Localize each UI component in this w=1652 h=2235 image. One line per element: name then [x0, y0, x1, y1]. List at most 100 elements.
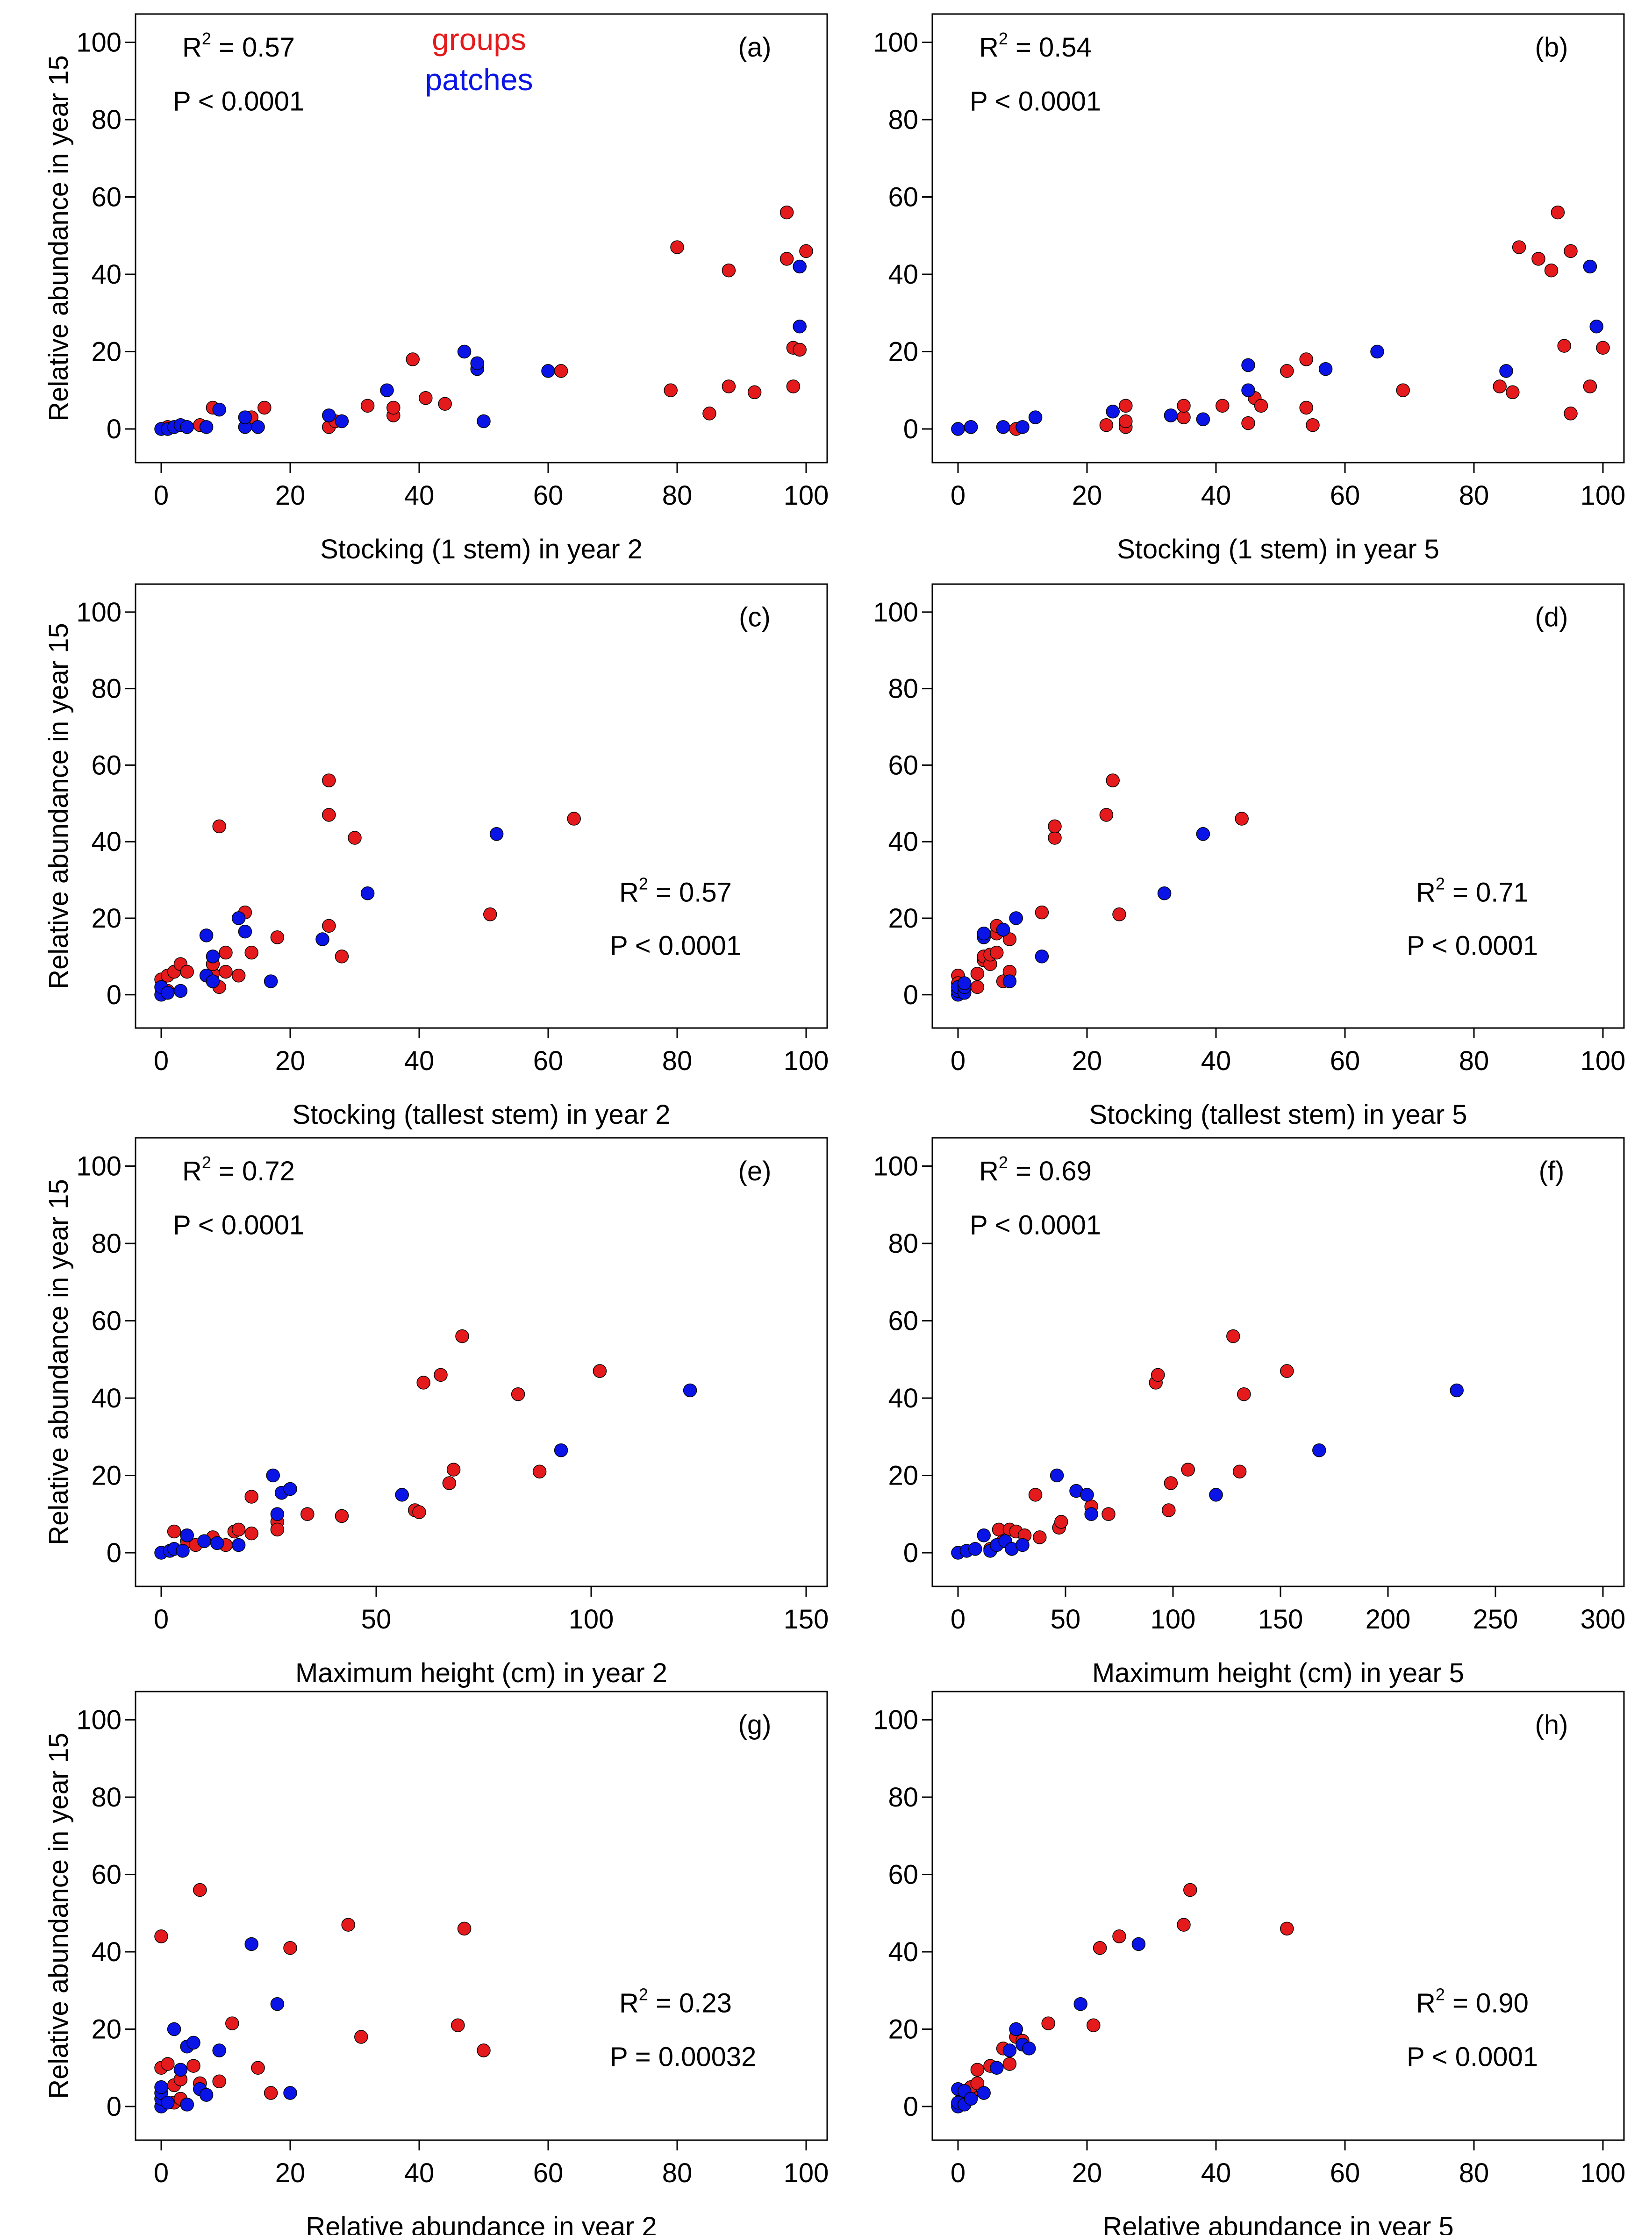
point-groups [990, 945, 1004, 960]
plot-frame [135, 1137, 828, 1587]
point-groups [186, 2059, 200, 2073]
panel-h: 0 20 40 60 80 100 0 20 40 60 80 100 Relative abundan… [873, 1691, 1626, 2235]
point-groups [1506, 385, 1520, 400]
point-patches [180, 420, 194, 434]
point-patches [1131, 1937, 1146, 1951]
plot-frame [931, 13, 1625, 464]
point-groups [335, 1509, 349, 1523]
point-patches [210, 1536, 224, 1550]
point-patches [212, 2043, 226, 2057]
point-groups [219, 945, 233, 960]
point-patches [541, 364, 555, 378]
x-tick-label: 60 [533, 480, 564, 511]
point-groups [970, 2063, 985, 2077]
panel-label: (g) [738, 1710, 772, 1740]
x-tick-label: 150 [784, 1604, 829, 1635]
point-patches [1589, 319, 1603, 334]
y-axis-label: Relative abundance in year 15 [43, 623, 74, 989]
point-groups [1583, 379, 1597, 393]
point-groups [1237, 1387, 1251, 1401]
point-patches [380, 383, 394, 397]
point-patches [270, 1997, 285, 2011]
panel-label: (d) [1535, 602, 1568, 632]
point-patches [199, 2088, 214, 2102]
y-tick-label: 100 [873, 27, 918, 57]
point-groups [1544, 263, 1559, 278]
y-tick-label: 20 [888, 1460, 918, 1491]
y-tick-label: 0 [903, 980, 918, 1010]
x-axis-label: Stocking (1 stem) in year 5 [1117, 534, 1439, 564]
point-patches [199, 928, 214, 943]
point-groups [1164, 1476, 1178, 1490]
y-tick-label: 80 [91, 105, 122, 135]
point-patches [1106, 405, 1120, 419]
point-patches [470, 356, 484, 371]
x-tick-label: 0 [951, 2158, 965, 2188]
x-axis-label: Relative abundance in year 5 [1102, 2212, 1453, 2235]
y-tick-label: 80 [888, 1782, 918, 1813]
point-patches [231, 911, 246, 925]
point-patches [251, 420, 265, 434]
x-tick-label: 0 [154, 2158, 169, 2188]
point-patches [167, 2022, 181, 2036]
point-groups [161, 2057, 175, 2071]
point-groups [244, 1490, 258, 1504]
point-groups [1119, 399, 1133, 413]
x-tick-label: 100 [569, 1604, 614, 1635]
point-patches [212, 402, 226, 417]
y-tick-label: 20 [888, 2014, 918, 2044]
point-patches [1073, 1997, 1087, 2011]
point-groups [1254, 399, 1268, 413]
point-groups [154, 1929, 168, 1943]
point-patches [996, 420, 1010, 434]
point-patches [335, 414, 349, 428]
point-groups [231, 969, 246, 983]
y-tick-label: 60 [91, 1306, 122, 1336]
point-groups [1162, 1503, 1176, 1517]
y-tick-label: 20 [91, 1460, 122, 1491]
point-patches [1016, 420, 1030, 434]
r-squared-label: R2 = 0.90 [1416, 1985, 1529, 2018]
point-patches [457, 344, 472, 359]
y-tick-label: 60 [888, 1306, 918, 1336]
y-tick-label: 100 [873, 597, 918, 628]
x-tick-label: 40 [1201, 2158, 1231, 2188]
point-patches [964, 420, 978, 434]
y-tick-label: 40 [91, 1937, 122, 1967]
point-groups [1241, 416, 1255, 430]
x-tick-label: 60 [1330, 480, 1360, 511]
r-squared-label: R2 = 0.23 [619, 1985, 732, 2018]
x-tick-label: 50 [1051, 1604, 1081, 1635]
y-tick-label: 40 [91, 259, 122, 290]
point-groups [1512, 240, 1526, 254]
point-groups [1033, 1530, 1047, 1544]
y-tick-label: 100 [76, 1151, 122, 1181]
point-groups [251, 2061, 265, 2075]
panel-d: 0 20 40 60 80 100 0 20 40 60 80 100 Stocking (talles… [873, 583, 1625, 1130]
point-groups [1106, 773, 1120, 787]
point-patches [1196, 412, 1210, 427]
point-groups [1299, 400, 1313, 415]
point-patches [1022, 2042, 1036, 2056]
point-groups [799, 244, 813, 258]
p-value-label: P < 0.0001 [970, 1210, 1101, 1240]
point-groups [1181, 1463, 1195, 1477]
point-patches [977, 926, 991, 941]
point-groups [1177, 1918, 1191, 1932]
point-patches [990, 2061, 1004, 2075]
point-groups [457, 1921, 472, 1936]
point-patches [1370, 344, 1384, 359]
x-tick-label: 50 [361, 1604, 392, 1635]
x-tick-label: 20 [275, 2158, 306, 2188]
point-patches [1016, 1538, 1030, 1552]
point-patches [977, 1528, 991, 1542]
point-groups [1035, 905, 1049, 920]
x-tick-label: 100 [1580, 2158, 1626, 2188]
point-patches [1084, 1507, 1098, 1521]
point-patches [683, 1383, 697, 1398]
x-tick-label: 40 [404, 480, 435, 511]
point-groups [567, 812, 581, 826]
y-tick-label: 20 [91, 336, 122, 367]
point-patches [977, 2086, 991, 2100]
